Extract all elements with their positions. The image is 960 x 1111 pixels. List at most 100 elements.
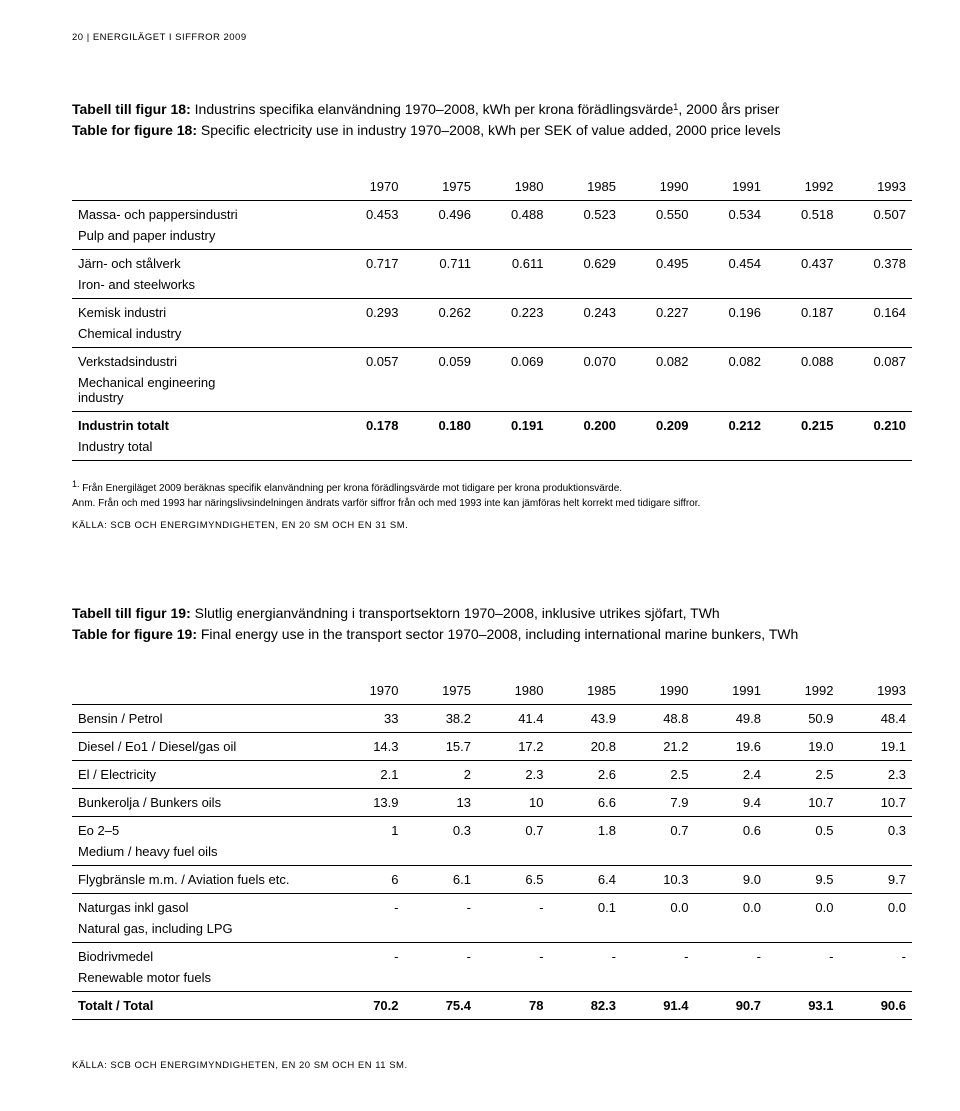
table18-row-2-sub-empty-6 bbox=[767, 326, 840, 348]
table18-row-0-sub: Pulp and paper industry bbox=[72, 228, 912, 250]
table19-row-1-val-4: 21.2 bbox=[622, 733, 695, 761]
table19-year-5: 1991 bbox=[695, 667, 768, 705]
table18: 1970 1975 1980 1985 1990 1991 1992 1993 … bbox=[72, 163, 912, 461]
table18-row-1-sub-empty-2 bbox=[477, 277, 550, 299]
table19-row-4-val-0: 1 bbox=[332, 817, 405, 845]
table18-row-0: Massa- och pappersindustri0.4530.4960.48… bbox=[72, 201, 912, 229]
table18-row-3-val-6: 0.088 bbox=[767, 348, 840, 376]
table18-row-1-sub: Iron- and steelworks bbox=[72, 277, 912, 299]
table19-row-1-val-6: 19.0 bbox=[767, 733, 840, 761]
table19-row-8-val-0: 70.2 bbox=[332, 992, 405, 1020]
table19-row-7-val-0: - bbox=[332, 943, 405, 971]
foot1-text: Från Energiläget 2009 beräknas specifik … bbox=[80, 483, 623, 494]
table18-row-4-val-5: 0.212 bbox=[695, 412, 768, 440]
table18-year-6: 1992 bbox=[767, 163, 840, 201]
table18-row-2-sub-empty-1 bbox=[405, 326, 478, 348]
table18-row-1-sub-empty-3 bbox=[550, 277, 623, 299]
table19-row-8-label: Totalt / Total bbox=[72, 992, 332, 1020]
table19-row-6-val-3: 0.1 bbox=[550, 894, 623, 922]
table18-title: Tabell till figur 18: Industrins specifi… bbox=[72, 99, 912, 141]
table18-row-2-val-0: 0.293 bbox=[332, 299, 405, 327]
table18-year-5: 1991 bbox=[695, 163, 768, 201]
table18-row-0-sub-empty-1 bbox=[405, 228, 478, 250]
table19-row-8-val-6: 93.1 bbox=[767, 992, 840, 1020]
table19-row-3-val-7: 10.7 bbox=[840, 789, 913, 817]
table19-row-7-sub-empty-5 bbox=[695, 970, 768, 992]
table18-year-7: 1993 bbox=[840, 163, 913, 201]
table18-row-3-val-4: 0.082 bbox=[622, 348, 695, 376]
table19-title: Tabell till figur 19: Slutlig energianvä… bbox=[72, 603, 912, 645]
table18-row-1-val-0: 0.717 bbox=[332, 250, 405, 278]
table18-row-2-val-2: 0.223 bbox=[477, 299, 550, 327]
table18-row-4-sub: Industry total bbox=[72, 439, 912, 461]
table19-title-rest: Slutlig energianvändning i transportsekt… bbox=[191, 605, 720, 621]
table18-row-2-sub-empty-0 bbox=[332, 326, 405, 348]
table18-row-3-sub-empty-7 bbox=[840, 375, 913, 412]
table18-row-2-val-3: 0.243 bbox=[550, 299, 623, 327]
table18-title-bold: Tabell till figur 18: bbox=[72, 101, 191, 117]
table19-row-5-val-3: 6.4 bbox=[550, 866, 623, 894]
table19-row-1-val-3: 20.8 bbox=[550, 733, 623, 761]
table19-row-3-val-3: 6.6 bbox=[550, 789, 623, 817]
foot2-text: Anm. Från och med 1993 har näringslivsin… bbox=[72, 496, 912, 511]
table18-row-0-label: Massa- och pappersindustri bbox=[72, 201, 332, 229]
table18-year-3: 1985 bbox=[550, 163, 623, 201]
table18-row-2-val-5: 0.196 bbox=[695, 299, 768, 327]
foot1-sup: 1. bbox=[72, 479, 80, 489]
table18-row-3-sub-empty-6 bbox=[767, 375, 840, 412]
table19-row-7-sub: Renewable motor fuels bbox=[72, 970, 912, 992]
table18-row-4-val-4: 0.209 bbox=[622, 412, 695, 440]
table19-row-2-val-5: 2.4 bbox=[695, 761, 768, 789]
table19-row-6-val-2: - bbox=[477, 894, 550, 922]
table19-row-2-val-6: 2.5 bbox=[767, 761, 840, 789]
table19-row-5-val-5: 9.0 bbox=[695, 866, 768, 894]
table18-row-2-val-1: 0.262 bbox=[405, 299, 478, 327]
table18-row-0-val-7: 0.507 bbox=[840, 201, 913, 229]
table18-subtitle-rest: Specific electricity use in industry 197… bbox=[197, 122, 781, 138]
table19-row-7-sub-empty-6 bbox=[767, 970, 840, 992]
table19-year-3: 1985 bbox=[550, 667, 623, 705]
table19-row-7-val-7: - bbox=[840, 943, 913, 971]
table18-row-2: Kemisk industri0.2930.2620.2230.2430.227… bbox=[72, 299, 912, 327]
table18-row-0-sub-empty-5 bbox=[695, 228, 768, 250]
table19-row-8-val-1: 75.4 bbox=[405, 992, 478, 1020]
table18-year-0: 1970 bbox=[332, 163, 405, 201]
table19-row-7-val-2: - bbox=[477, 943, 550, 971]
table19-row-6-val-6: 0.0 bbox=[767, 894, 840, 922]
table19-row-4-val-6: 0.5 bbox=[767, 817, 840, 845]
table19-row-0-val-4: 48.8 bbox=[622, 705, 695, 733]
table19-row-1: Diesel / Eo1 / Diesel/gas oil14.315.717.… bbox=[72, 733, 912, 761]
table18-row-2-sub-empty-7 bbox=[840, 326, 913, 348]
table19-row-8-val-3: 82.3 bbox=[550, 992, 623, 1020]
table18-row-1-val-3: 0.629 bbox=[550, 250, 623, 278]
table19-row-6-sub-empty-1 bbox=[405, 921, 478, 943]
table18-row-4-sub-empty-3 bbox=[550, 439, 623, 461]
table19-row-3: Bunkerolja / Bunkers oils13.913106.67.99… bbox=[72, 789, 912, 817]
table19-row-0-val-6: 50.9 bbox=[767, 705, 840, 733]
table19-row-4-sub-empty-0 bbox=[332, 844, 405, 866]
table18-row-4-label: Industrin totalt bbox=[72, 412, 332, 440]
table18-row-3-sub-empty-1 bbox=[405, 375, 478, 412]
table18-title-sup: 1 bbox=[673, 102, 678, 112]
table19-row-4-sublabel: Medium / heavy fuel oils bbox=[72, 844, 332, 866]
table18-row-4: Industrin totalt0.1780.1800.1910.2000.20… bbox=[72, 412, 912, 440]
table19-row-4-sub-empty-4 bbox=[622, 844, 695, 866]
table19-row-4-val-7: 0.3 bbox=[840, 817, 913, 845]
table18-row-1-val-5: 0.454 bbox=[695, 250, 768, 278]
table19-row-8-val-5: 90.7 bbox=[695, 992, 768, 1020]
table18-row-2-val-6: 0.187 bbox=[767, 299, 840, 327]
table19-row-4-label: Eo 2–5 bbox=[72, 817, 332, 845]
table19-row-4-sub-empty-3 bbox=[550, 844, 623, 866]
table18-row-0-val-0: 0.453 bbox=[332, 201, 405, 229]
table19-row-7-sub-empty-1 bbox=[405, 970, 478, 992]
table18-row-1-sublabel: Iron- and steelworks bbox=[72, 277, 332, 299]
table19-row-4-sub-empty-1 bbox=[405, 844, 478, 866]
table18-row-3-sub: Mechanical engineering industry bbox=[72, 375, 912, 412]
table19-row-4-sub: Medium / heavy fuel oils bbox=[72, 844, 912, 866]
table18-row-0-val-4: 0.550 bbox=[622, 201, 695, 229]
table18-row-0-sub-empty-0 bbox=[332, 228, 405, 250]
table18-row-1-sub-empty-1 bbox=[405, 277, 478, 299]
table18-row-3-sub-empty-2 bbox=[477, 375, 550, 412]
table19-row-0-val-3: 43.9 bbox=[550, 705, 623, 733]
table19-row-3-val-4: 7.9 bbox=[622, 789, 695, 817]
